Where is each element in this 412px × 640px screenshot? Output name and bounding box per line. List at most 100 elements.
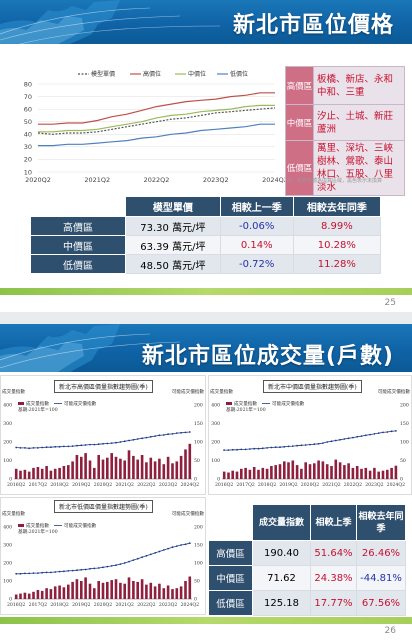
volume-bar xyxy=(145,584,148,599)
volume-bar xyxy=(67,465,70,479)
y-tick-label: 300 xyxy=(3,421,12,427)
row-zone: 高價區 xyxy=(30,216,126,236)
cell-yoy: 67.56% xyxy=(356,590,406,616)
series-line xyxy=(38,123,275,147)
x-tick-label: 2016Q2 xyxy=(7,482,25,488)
volume-bar xyxy=(231,470,234,479)
x-tick-label: 2020Q2 xyxy=(25,176,51,184)
cell-price: 63.39 萬元/坪 xyxy=(125,235,221,255)
y-tick-label: 0 xyxy=(9,477,12,483)
y-tick-label: 200 xyxy=(3,440,12,446)
price-point xyxy=(382,431,384,434)
volume-bar xyxy=(252,467,256,479)
price-point xyxy=(110,442,113,444)
price-point xyxy=(249,448,251,450)
price-point xyxy=(266,447,268,449)
price-point xyxy=(76,444,78,447)
price-point xyxy=(223,449,225,451)
x-tick-label: 2018Q2 xyxy=(50,602,68,608)
volume-bar xyxy=(162,464,166,479)
price-point xyxy=(347,437,350,440)
price-point xyxy=(145,436,148,439)
legend-label: 可能成交價指數 xyxy=(64,522,97,529)
high-zone-volume-chart: 成交量指數 可能成交價指數4003002001000200150100500成交量… xyxy=(0,375,206,495)
x-tick-label: 2017Q2 xyxy=(29,482,47,488)
price-point xyxy=(154,435,157,437)
y-tick-label: 400 xyxy=(3,403,12,409)
zone-legend-table: 高價區 板橋、新店、永和中和、三重 中價區 汐止、土城、新莊蘆洲 低價區 萬里、… xyxy=(285,66,405,196)
volume-bar xyxy=(23,469,27,480)
y-tick-label: 100 xyxy=(3,579,12,585)
price-point xyxy=(149,435,152,438)
price-point xyxy=(119,441,122,443)
volume-bar xyxy=(240,468,243,479)
legend-label: 低價位 xyxy=(230,70,248,78)
price-point xyxy=(356,435,359,438)
price-point xyxy=(364,434,367,437)
price-point xyxy=(373,433,376,435)
price-point xyxy=(119,563,122,565)
volume-bar xyxy=(175,588,179,599)
table-header: 成交量指數 xyxy=(252,504,311,541)
row-zone: 低價區 xyxy=(208,590,253,616)
zone-areas: 萬里、深坑、三峽樹林、鶯歌、泰山林口、五股、八里淡水 xyxy=(313,140,405,196)
y-tick-label: 400 xyxy=(211,403,220,409)
series-line xyxy=(38,92,275,125)
volume-bar xyxy=(343,465,346,479)
base-label: 基期:2021年=100 xyxy=(18,528,58,535)
price-point xyxy=(253,447,256,450)
volume-bar xyxy=(84,577,87,599)
volume-bar xyxy=(145,462,148,479)
volume-bar xyxy=(179,586,183,599)
price-point xyxy=(102,566,104,569)
x-tick-label: 2018Q2 xyxy=(258,482,276,488)
y2-tick-label: 50 xyxy=(194,579,200,585)
price-point xyxy=(93,443,96,446)
volume-bar xyxy=(75,455,79,479)
volume-bar xyxy=(27,593,31,599)
price-point xyxy=(110,565,113,567)
volume-bar xyxy=(140,455,144,479)
cell-qoq: 17.77% xyxy=(310,590,357,616)
y2-tick-label: 0 xyxy=(400,477,403,483)
price-point xyxy=(123,562,126,564)
volume-bar xyxy=(171,463,174,479)
x-tick-label: 2016Q2 xyxy=(7,602,25,608)
left-axis-label: 成交量指數 xyxy=(2,510,25,517)
price-point xyxy=(89,443,91,446)
price-point xyxy=(37,572,39,574)
volume-bar xyxy=(313,463,316,479)
volume-bar xyxy=(36,590,40,599)
volume-bar xyxy=(101,582,105,599)
price-point xyxy=(141,556,144,559)
price-point xyxy=(54,445,57,448)
volume-bar xyxy=(58,585,61,599)
price-point xyxy=(377,432,380,434)
price-point xyxy=(184,543,187,546)
volume-bar xyxy=(114,579,118,599)
price-point xyxy=(167,547,170,550)
table-header: 相較上一季 xyxy=(219,196,294,217)
y2-tick-label: 100 xyxy=(400,440,409,446)
zone-label: 中價區 xyxy=(285,104,314,141)
price-point xyxy=(180,544,183,546)
volume-bar xyxy=(287,462,290,479)
price-point xyxy=(15,572,18,575)
price-point xyxy=(317,442,320,445)
cell-yoy: 8.99% xyxy=(292,216,382,236)
volume-bar xyxy=(97,455,100,479)
price-point xyxy=(28,447,31,450)
volume-bar xyxy=(153,461,157,479)
y-tick-label: 50 xyxy=(24,118,32,126)
x-tick-label: 2022Q2 xyxy=(137,602,155,608)
volume-bar xyxy=(49,589,53,599)
price-point xyxy=(171,546,174,549)
price-point xyxy=(63,445,65,448)
y-tick-label: 200 xyxy=(211,440,220,446)
volume-bar xyxy=(45,466,48,479)
volume-bar xyxy=(179,455,183,479)
base-label: 基期:2021年=100 xyxy=(18,406,58,413)
price-point xyxy=(67,445,70,448)
price-point xyxy=(149,553,152,556)
table-header: 模型單價 xyxy=(125,196,221,217)
